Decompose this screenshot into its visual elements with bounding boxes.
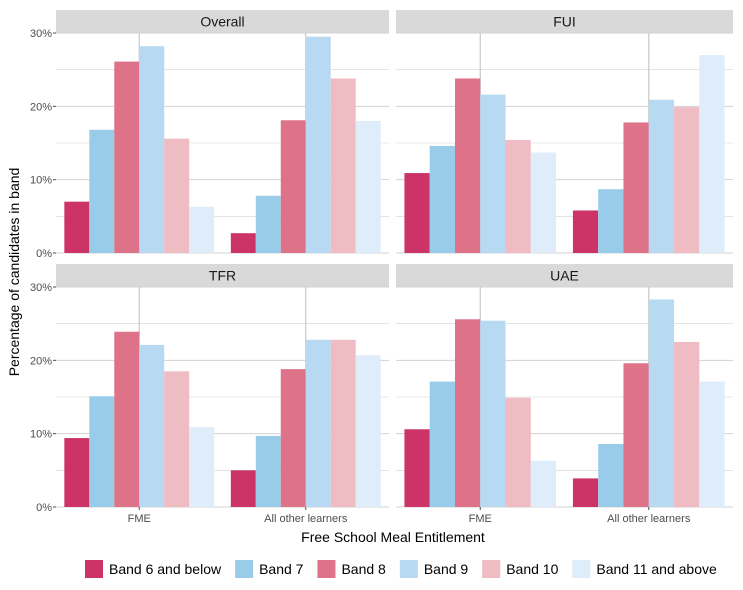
bar-band-11-and-above-fme xyxy=(530,460,557,507)
bar-band-7-all-other-learners xyxy=(255,435,281,507)
legend-item-band-8: Band 8 xyxy=(317,560,386,578)
bar-band-10-fme xyxy=(505,140,531,253)
legend-label: Band 8 xyxy=(341,561,386,577)
legend-label: Band 7 xyxy=(259,561,304,577)
bar-band-10-fme xyxy=(164,138,190,253)
bar-band-11-and-above-fme xyxy=(530,152,557,253)
bar-band-8-all-other-learners xyxy=(280,120,306,254)
legend-item-band-9: Band 9 xyxy=(399,560,469,578)
bar-band-6-and-below-fme xyxy=(404,429,430,507)
legend-label: Band 11 and above xyxy=(596,561,717,577)
bar-band-6-and-below-all-other-learners xyxy=(230,470,256,507)
legend-item-band-6-and-below: Band 6 and below xyxy=(85,560,222,578)
bar-band-9-all-other-learners xyxy=(305,339,331,507)
bar-band-6-and-below-fme xyxy=(64,438,90,507)
bar-band-8-all-other-learners xyxy=(623,363,649,507)
bar-band-7-all-other-learners xyxy=(598,189,624,253)
legend-key xyxy=(317,560,336,578)
bar-band-10-all-other-learners xyxy=(674,342,700,507)
bar-band-10-fme xyxy=(505,397,531,507)
bar-band-11-and-above-all-other-learners xyxy=(355,355,381,507)
legend-label: Band 10 xyxy=(506,561,558,577)
bar-band-7-fme xyxy=(429,145,455,253)
panel-uae: UAE FME All other learners xyxy=(396,264,733,525)
bar-band-9-fme xyxy=(480,320,506,507)
bar-band-11-and-above-fme xyxy=(189,427,215,507)
legend: Band 6 and below Band 7 Band 8 Band 9 Band 1… xyxy=(85,560,717,578)
bar-band-7-all-other-learners xyxy=(598,443,624,507)
bar-band-11-and-above-all-other-learners xyxy=(699,381,725,507)
bar-band-7-all-other-learners xyxy=(255,195,281,253)
bar-band-9-fme xyxy=(139,344,165,507)
bar-band-8-fme xyxy=(114,61,140,253)
y-tick-label: 30% xyxy=(30,28,52,40)
bar-band-11-and-above-all-other-learners xyxy=(699,55,725,253)
bar-band-9-all-other-learners xyxy=(648,299,675,507)
bar-band-6-and-below-all-other-learners xyxy=(572,478,599,507)
panel-overall: Overall 0% 10% 20% 30% xyxy=(30,10,389,260)
panel-strip xyxy=(56,264,389,287)
x-axis-title: Free School Meal Entitlement xyxy=(301,529,485,545)
bar-band-8-fme xyxy=(454,78,481,253)
legend-key xyxy=(482,560,501,578)
panel-title: UAE xyxy=(550,268,579,284)
panels: Overall 0% 10% 20% 30% FUI TFR 0% 10% 20% 30% FME Al… xyxy=(30,10,733,525)
bar-band-9-all-other-learners xyxy=(648,99,675,253)
legend-key xyxy=(235,560,254,578)
bar-band-10-all-other-learners xyxy=(330,339,356,507)
legend-key xyxy=(572,560,591,578)
y-tick-label: 20% xyxy=(30,355,52,367)
y-tick-label: 0% xyxy=(36,248,52,260)
legend-item-band-10: Band 10 xyxy=(482,560,559,578)
legend-key xyxy=(399,560,418,578)
panel-strip xyxy=(396,264,733,287)
bar-band-6-and-below-all-other-learners xyxy=(230,233,256,253)
panel-title: Overall xyxy=(200,14,244,30)
bar-band-8-all-other-learners xyxy=(280,369,306,507)
y-axis-title: Percentage of candidates in band xyxy=(6,168,22,377)
y-tick-label: 10% xyxy=(30,429,52,441)
x-tick-label: FME xyxy=(469,513,492,525)
legend-label: Band 9 xyxy=(424,561,469,577)
bar-band-8-all-other-learners xyxy=(623,122,649,253)
bar-band-9-fme xyxy=(139,46,165,254)
legend-item-band-11-and-above: Band 11 and above xyxy=(572,560,717,578)
legend-label: Band 6 and below xyxy=(109,561,222,577)
y-tick-label: 0% xyxy=(36,502,52,514)
legend-item-band-7: Band 7 xyxy=(235,560,304,578)
bar-band-7-fme xyxy=(89,129,115,253)
panel-strip xyxy=(56,10,389,33)
x-tick-label: All other learners xyxy=(607,513,691,525)
bar-band-7-fme xyxy=(89,396,115,507)
bar-band-10-all-other-learners xyxy=(330,78,356,253)
y-tick-label: 20% xyxy=(30,101,52,113)
x-tick-label: FME xyxy=(128,513,151,525)
panel-strip xyxy=(396,10,733,33)
bar-band-6-and-below-fme xyxy=(404,173,430,253)
bar-band-11-and-above-fme xyxy=(189,206,215,253)
bar-band-8-fme xyxy=(114,331,140,507)
y-tick-label: 10% xyxy=(30,175,52,187)
panel-title: TFR xyxy=(209,268,236,284)
bar-band-6-and-below-all-other-learners xyxy=(572,210,599,253)
bar-band-9-fme xyxy=(480,94,506,253)
panel-title: FUI xyxy=(553,14,576,30)
y-tick-label: 30% xyxy=(30,282,52,294)
panel-fui: FUI xyxy=(396,10,733,254)
bar-band-11-and-above-all-other-learners xyxy=(355,121,381,253)
bar-band-8-fme xyxy=(454,319,481,507)
legend-key xyxy=(85,560,103,578)
bar-band-6-and-below-fme xyxy=(64,201,90,253)
bar-band-10-all-other-learners xyxy=(674,107,700,253)
bar-band-9-all-other-learners xyxy=(305,36,331,253)
x-tick-label: All other learners xyxy=(264,513,348,525)
bar-band-10-fme xyxy=(164,371,190,507)
bar-band-7-fme xyxy=(429,381,455,507)
panel-tfr: TFR 0% 10% 20% 30% FME All other learners xyxy=(30,264,389,525)
